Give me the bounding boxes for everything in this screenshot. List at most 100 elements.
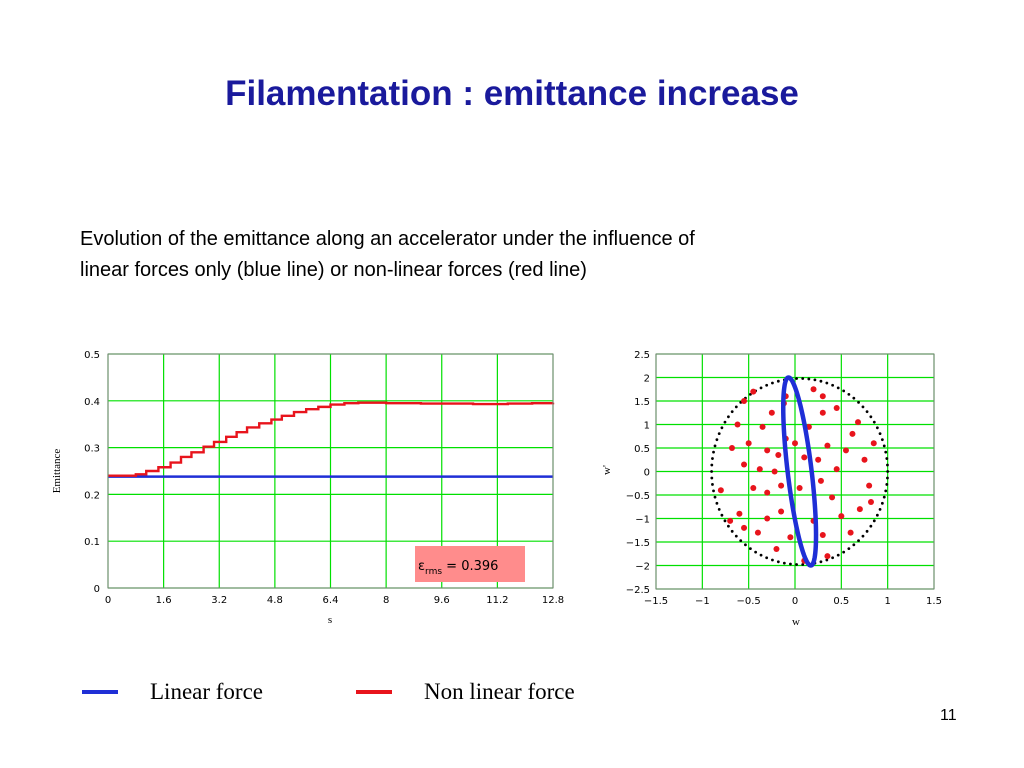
boundary-dot: [847, 547, 851, 551]
boundary-dot: [723, 519, 727, 523]
legend-item-nonlinear: Non linear force: [356, 676, 575, 708]
boundary-dot: [765, 383, 769, 387]
y-tick-label: 0.5: [84, 350, 100, 361]
nonlinear-point: [855, 419, 862, 426]
phase-space-x-ticks: −1.5 −1 −0.5 0 0.5 1 1.5: [644, 596, 942, 607]
nonlinear-point: [717, 487, 724, 494]
boundary-dot: [776, 560, 780, 564]
phase-space-chart: −1.5 −1 −0.5 0 0.5 1 1.5 −2.5 −2 −1.5 −1 −0.5 0 0.5 1…: [601, 350, 942, 628]
boundary-dot: [727, 415, 730, 419]
x-tick-label: −1.5: [644, 596, 668, 607]
boundary-dot: [842, 550, 846, 554]
x-tick-label: 0: [792, 596, 798, 607]
nonlinear-point: [819, 531, 826, 538]
boundary-dot: [749, 392, 752, 396]
nonlinear-point: [741, 461, 748, 468]
description-line-1: Evolution of the emittance along an acce…: [80, 228, 695, 250]
boundary-dot: [749, 547, 752, 551]
boundary-dot: [734, 534, 738, 538]
nonlinear-point: [745, 440, 752, 447]
boundary-dot: [727, 524, 730, 528]
nonlinear-point: [778, 508, 785, 515]
nonlinear-point: [866, 482, 873, 489]
boundary-dot: [710, 476, 714, 480]
boundary-dot: [795, 563, 798, 566]
boundary-dot: [886, 476, 889, 480]
boundary-dot: [885, 457, 889, 460]
nonlinear-point: [819, 393, 826, 400]
nonlinear-point: [741, 524, 748, 531]
emittance-plot-frame: [107, 353, 554, 589]
y-tick-label: 0.2: [84, 490, 100, 501]
x-tick-label: 12.8: [542, 595, 564, 606]
boundary-dot: [730, 410, 734, 414]
boundary-dot: [759, 553, 763, 557]
nonlinear-point: [787, 534, 794, 541]
boundary-dot: [759, 386, 763, 390]
nonlinear-point: [847, 529, 854, 536]
boundary-dot: [825, 381, 829, 385]
boundary-dot: [711, 457, 714, 460]
nonlinear-point: [838, 513, 845, 520]
emittance-y-ticks: 0 0.1 0.2 0.3 0.4 0.5: [84, 350, 100, 595]
nonlinear-point: [810, 386, 817, 393]
nonlinear-point: [754, 529, 761, 536]
boundary-dot: [754, 550, 758, 554]
phase-space-plot-frame: [655, 353, 935, 590]
y-tick-label: 1: [644, 421, 650, 432]
nonlinear-force-line: [108, 401, 555, 477]
x-tick-label: 1: [884, 596, 890, 607]
boundary-dot: [852, 543, 856, 547]
nonlinear-point: [792, 440, 798, 447]
x-tick-label: 3.2: [211, 595, 227, 606]
nonlinear-point: [764, 447, 771, 454]
boundary-dot: [782, 561, 786, 565]
legend-swatch-nonlinear: [356, 690, 392, 694]
nonlinear-point: [819, 409, 826, 416]
boundary-dot: [710, 463, 714, 467]
y-tick-label: 0.5: [634, 444, 650, 455]
x-tick-label: 1.6: [156, 595, 172, 606]
nonlinear-point: [773, 546, 780, 553]
boundary-dot: [715, 501, 719, 505]
boundary-dot: [819, 560, 823, 564]
boundary-dot: [857, 400, 860, 404]
boundary-dot: [857, 539, 860, 543]
boundary-dot: [831, 556, 835, 560]
boundary-dot: [723, 420, 727, 424]
boundary-dot: [730, 529, 734, 533]
boundary-dot: [886, 470, 890, 473]
annotation-text: εrms = 0.396: [418, 559, 498, 577]
nonlinear-point: [750, 388, 757, 395]
nonlinear-point: [824, 442, 831, 449]
boundary-dot: [865, 529, 869, 533]
legend-item-linear: Linear force: [82, 676, 263, 708]
y-tick-label: 0.1: [84, 537, 100, 548]
page-number: 11: [940, 707, 957, 724]
boundary-dot: [801, 377, 805, 380]
nonlinear-point: [734, 421, 741, 428]
nonlinear-point: [736, 510, 743, 517]
y-tick-label: 2.5: [634, 350, 650, 361]
slide-title: Filamentation : emittance increase: [225, 74, 799, 113]
boundary-dot: [717, 432, 721, 436]
description-line-2: linear forces only (blue line) or non-li…: [80, 259, 587, 281]
x-tick-label: 0.5: [833, 596, 849, 607]
emittance-annotation: εrms = 0.396: [415, 546, 525, 582]
nonlinear-point: [741, 398, 748, 404]
nonlinear-point: [727, 517, 734, 524]
boundary-dot: [825, 558, 829, 562]
legend-label-nonlinear: Non linear force: [424, 679, 575, 704]
x-tick-label: 1.5: [926, 596, 942, 607]
x-tick-label: 0: [105, 595, 111, 606]
boundary-dot: [789, 562, 792, 566]
boundary-dot: [885, 483, 889, 486]
phase-space-boundary: [710, 377, 890, 566]
nonlinear-point: [775, 452, 782, 459]
boundary-dot: [865, 410, 869, 414]
boundary-dot: [836, 386, 840, 390]
legend: Linear force Non linear force: [82, 676, 642, 708]
boundary-dot: [819, 379, 823, 383]
nonlinear-point: [870, 440, 877, 447]
boundary-dot: [884, 450, 888, 454]
